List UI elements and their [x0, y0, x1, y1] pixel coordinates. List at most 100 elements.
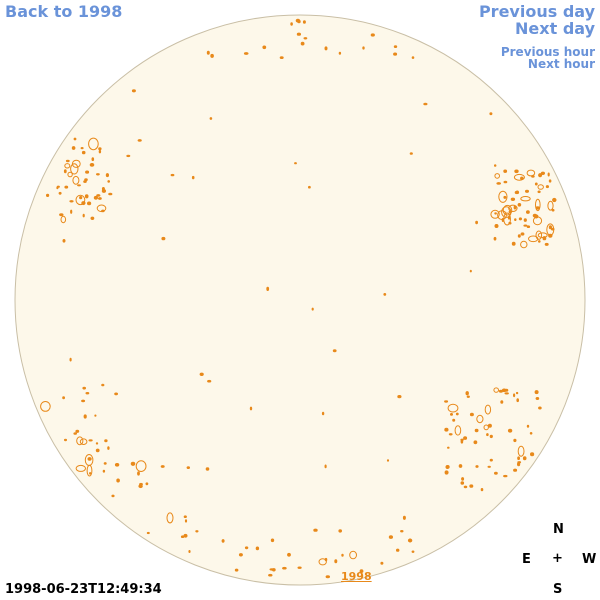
- contour-mark: [75, 464, 87, 472]
- contour-mark: [188, 549, 191, 553]
- contour-mark: [489, 112, 493, 116]
- contour-mark: [393, 45, 398, 49]
- contour-mark: [145, 482, 149, 486]
- contour-mark: [393, 52, 398, 56]
- contour-mark: [82, 386, 86, 390]
- next-hour-link[interactable]: Next hour: [527, 57, 595, 71]
- contour-mark: [537, 184, 544, 190]
- contour-mark: [210, 53, 214, 58]
- contour-mark: [535, 198, 541, 212]
- contour-mark: [70, 163, 79, 175]
- contour-mark: [73, 432, 77, 435]
- contour-mark: [463, 436, 468, 440]
- contour-mark: [88, 439, 93, 442]
- contour-mark: [411, 56, 415, 59]
- contour-mark: [205, 467, 210, 471]
- contour-mark: [80, 147, 84, 150]
- contour-mark: [40, 401, 51, 412]
- contour-mark: [449, 412, 453, 416]
- contour-mark: [84, 194, 89, 199]
- contour-mark: [62, 239, 66, 243]
- contour-mark: [184, 519, 188, 523]
- contour-mark: [104, 439, 108, 443]
- contour-mark: [444, 470, 449, 475]
- contour-mark: [489, 434, 493, 439]
- contour-mark: [480, 488, 484, 492]
- contour-mark: [313, 528, 318, 532]
- contour-mark: [522, 456, 527, 461]
- contour-mark: [296, 32, 302, 36]
- compass-south-label: S: [553, 582, 563, 597]
- compass-north-label: N: [553, 522, 564, 537]
- contour-mark: [101, 383, 105, 387]
- contour-mark: [297, 19, 301, 24]
- contour-mark: [466, 395, 470, 398]
- contour-mark: [101, 209, 105, 213]
- contour-mark: [503, 195, 507, 199]
- contour-mark: [90, 216, 95, 221]
- contour-mark: [548, 179, 552, 183]
- contour-mark: [510, 197, 516, 202]
- previous-hour-link[interactable]: Previous hour: [500, 45, 595, 59]
- contour-mark: [520, 196, 531, 202]
- contour-mark: [475, 465, 479, 468]
- contour-mark: [270, 538, 275, 543]
- contour-mark: [71, 159, 81, 168]
- next-day-link[interactable]: Next day: [515, 19, 595, 38]
- contour-mark: [460, 438, 464, 441]
- contour-mark: [183, 515, 187, 519]
- contour-mark: [86, 201, 92, 206]
- contour-mark: [444, 427, 449, 432]
- contour-mark: [324, 46, 328, 51]
- contour-mark: [469, 269, 472, 273]
- year-link[interactable]: 1998: [341, 570, 372, 583]
- contour-mark: [135, 460, 147, 473]
- solar-disk: [14, 14, 586, 586]
- contour-mark: [514, 169, 519, 174]
- contour-mark: [469, 412, 474, 417]
- contour-mark: [526, 424, 530, 428]
- contour-mark: [535, 230, 543, 240]
- contour-mark: [338, 529, 343, 533]
- contour-mark: [102, 469, 106, 473]
- contour-mark: [116, 478, 120, 483]
- contour-mark: [502, 204, 513, 216]
- contour-mark: [69, 357, 72, 362]
- contour-mark: [475, 220, 479, 225]
- contour-mark: [494, 212, 497, 215]
- contour-mark: [199, 372, 204, 376]
- contour-mark: [332, 349, 337, 353]
- contour-mark: [318, 558, 327, 566]
- contour-mark: [370, 33, 375, 37]
- contour-mark: [85, 392, 90, 395]
- contour-mark: [486, 433, 489, 437]
- back-to-year-link[interactable]: Back to 1998: [5, 2, 123, 21]
- contour-mark: [62, 396, 66, 400]
- contour-mark: [489, 458, 493, 462]
- contour-mark: [396, 548, 400, 552]
- previous-day-link[interactable]: Previous day: [478, 2, 595, 21]
- contour-mark: [307, 185, 311, 189]
- contour-mark: [542, 236, 547, 241]
- contour-mark: [515, 391, 519, 395]
- contour-mark: [341, 553, 344, 557]
- contour-mark: [161, 236, 166, 241]
- contour-mark: [107, 180, 110, 183]
- contour-mark: [383, 292, 387, 296]
- contour-mark: [103, 462, 107, 465]
- contour-mark: [512, 393, 516, 398]
- contour-mark: [476, 414, 484, 424]
- contour-mark: [548, 225, 553, 230]
- contour-mark: [552, 197, 557, 203]
- contour-mark: [516, 462, 521, 467]
- contour-mark: [83, 414, 87, 419]
- contour-mark: [388, 535, 394, 539]
- contour-mark: [494, 173, 501, 179]
- contour-mark: [517, 203, 522, 207]
- contour-mark: [87, 457, 92, 461]
- contour-mark: [45, 193, 50, 197]
- contour-mark: [95, 442, 99, 445]
- contour-mark: [496, 182, 502, 185]
- contour-mark: [493, 236, 497, 241]
